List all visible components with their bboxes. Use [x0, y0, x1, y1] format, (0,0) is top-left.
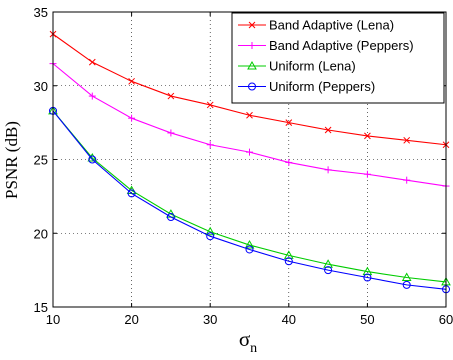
x-marker: [324, 126, 332, 134]
triangle-marker: [205, 226, 216, 236]
x-marker: [285, 119, 293, 126]
legend-box: [231, 12, 445, 104]
triangle-marker: [362, 266, 373, 276]
x-marker-stroke: [206, 101, 214, 109]
x-tick-label: 10: [46, 312, 60, 327]
series-uniform-lena: [48, 105, 451, 286]
plus-marker: [246, 148, 253, 156]
circle-marker: [363, 273, 372, 282]
triangle-marker: [323, 259, 333, 268]
series-band-adaptive-peppers: [49, 60, 450, 190]
x-tick-label: 60: [439, 312, 453, 327]
x-axis-label-subscript: n: [250, 341, 257, 356]
plus-marker: [206, 141, 214, 149]
x-marker-stroke: [128, 77, 135, 85]
plus-marker: [128, 114, 136, 122]
y-tick-label: 35: [34, 5, 48, 20]
x-marker-stroke: [324, 126, 332, 134]
circle-marker: [88, 155, 97, 164]
circle-marker: [206, 232, 215, 241]
y-tick-label: 30: [34, 79, 48, 94]
x-marker-stroke: [285, 119, 293, 126]
x-tick-label: 40: [282, 312, 296, 327]
series-line: [52, 110, 447, 290]
legend-item: Uniform (Lena): [238, 59, 356, 74]
x-marker: [246, 111, 253, 119]
legend-label: Uniform (Lena): [269, 59, 356, 74]
x-axis-label: σn: [239, 327, 257, 356]
legend-label: Band Adaptive (Lena): [269, 18, 394, 33]
triangle-marker: [401, 272, 412, 281]
x-marker-stroke: [364, 132, 371, 140]
triangle-marker: [244, 240, 255, 249]
legend-label: Uniform (Peppers): [269, 79, 375, 94]
x-marker: [403, 136, 411, 144]
legend-label: Band Adaptive (Peppers): [269, 38, 414, 53]
x-tick-label: 30: [203, 312, 217, 327]
circle-marker: [245, 245, 254, 254]
x-marker: [364, 132, 371, 140]
plus-marker: [285, 158, 293, 166]
y-axis-label: PSNR (dB): [2, 121, 21, 199]
x-axis-label-main: σ: [239, 327, 250, 351]
legend-item: Band Adaptive (Lena): [238, 18, 394, 33]
x-marker-stroke: [88, 58, 96, 66]
x-tick-label: 20: [124, 312, 138, 327]
plus-marker: [88, 92, 96, 100]
plus-marker: [167, 129, 175, 137]
y-tick-label: 25: [34, 153, 48, 168]
legend-item: Band Adaptive (Peppers): [238, 38, 414, 53]
circle-marker: [284, 257, 293, 266]
circle-marker: [248, 82, 256, 91]
x-marker-stroke: [246, 111, 253, 119]
plus-marker: [403, 176, 411, 184]
y-tick-label: 15: [34, 300, 48, 315]
circle-marker: [324, 266, 333, 275]
x-marker: [128, 77, 135, 85]
plus-marker: [248, 42, 256, 49]
circle-marker: [166, 213, 175, 222]
series-layer: [48, 30, 451, 294]
plus-marker: [363, 170, 371, 178]
x-marker: [206, 101, 214, 109]
series-band-adaptive-lena: [49, 30, 450, 149]
triangle-marker: [283, 250, 294, 259]
y-tick-label: 20: [34, 226, 48, 241]
plus-marker: [324, 166, 332, 174]
x-marker: [248, 21, 256, 29]
x-marker: [88, 58, 96, 66]
tick-labels: 10 20 30 40 50 60 15 20 25 30 35: [34, 5, 453, 327]
x-marker-stroke: [403, 136, 411, 144]
circle-marker: [402, 280, 411, 289]
x-marker-stroke: [248, 21, 256, 29]
circle-marker: [127, 189, 136, 198]
x-tick-label: 50: [360, 312, 374, 327]
series-line: [52, 110, 447, 283]
x-marker: [167, 92, 175, 100]
legend-item: Uniform (Peppers): [238, 79, 375, 94]
legend: Band Adaptive (Lena) Band Adaptive (Peppe…: [231, 12, 445, 104]
x-marker-stroke: [167, 92, 175, 100]
triangle-marker: [247, 60, 257, 70]
